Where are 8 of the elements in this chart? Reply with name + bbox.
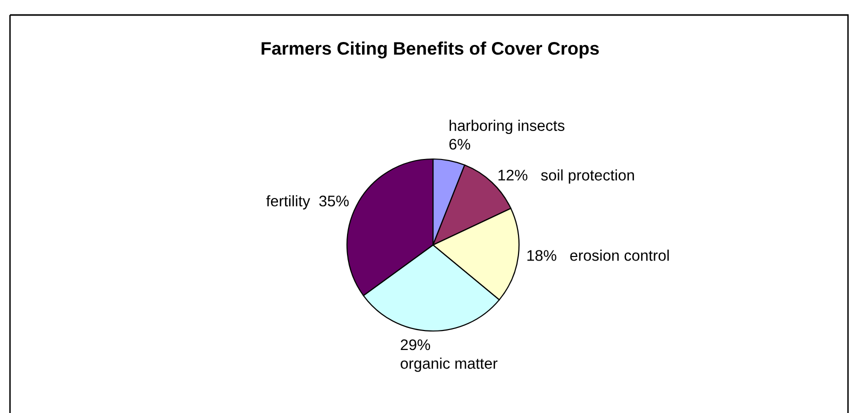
chart-title: Farmers Citing Benefits of Cover Crops: [262, 42, 599, 58]
slice-label: 18% erosion control: [527, 250, 669, 261]
data-label: 29%: [400, 339, 430, 350]
slice-label: harboring insects: [450, 120, 564, 134]
slice-label: 12% soil protection: [498, 169, 634, 184]
slice-label: fertility 35%: [266, 195, 349, 210]
slice-label: organic matter: [400, 358, 498, 372]
data-label: 6%: [449, 138, 470, 150]
